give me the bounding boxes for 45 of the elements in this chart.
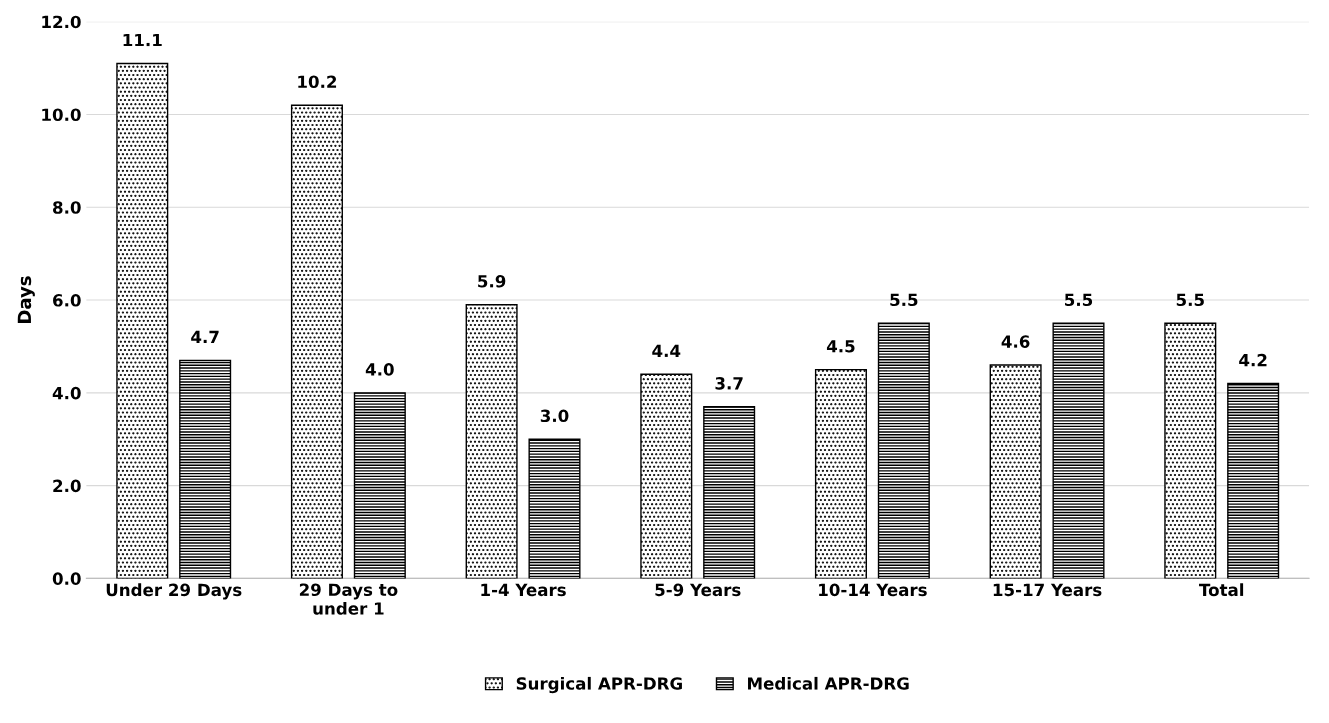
bar [640,373,693,579]
y-tick-label: 6.0 [53,294,81,307]
x-tick-label: 5-9 Years [655,583,741,597]
x-tick-label: 29 Days to under 1 [299,583,398,615]
bar [290,104,343,579]
bar [1164,322,1217,579]
bar [465,303,518,579]
data-label: 5.9 [478,274,506,288]
y-axis-title: Days [17,276,35,323]
data-label: 10.2 [298,75,337,89]
data-label: 3.0 [540,409,569,423]
data-label: 5.5 [1065,293,1093,307]
data-label: 4.4 [652,344,681,357]
y-tick-label: 0.0 [52,572,81,585]
legend-label: Medical APR-DRG [748,676,909,690]
bar [1227,382,1280,579]
bar [116,62,169,579]
data-label: 5.5 [890,293,918,307]
x-tick-label: 15-17 Years [993,583,1102,597]
x-tick-label: 10-14 Years [819,583,927,597]
data-label: 5.5 [1176,293,1204,307]
y-tick-label: 10.0 [42,108,81,122]
legend-label: Surgical APR-DRG [516,676,682,694]
bar [703,406,756,579]
x-tick-label: 1-4 Years [481,583,566,597]
y-tick-label: 8.0 [53,201,81,214]
bar [877,322,930,579]
data-label: 4.7 [191,330,219,343]
data-label: 11.1 [123,33,162,47]
x-tick-label: Under 29 Days [106,583,242,600]
data-label: 4.0 [365,363,394,376]
y-tick-label: 4.0 [52,386,81,400]
x-tick-label: Total [1199,583,1244,597]
y-tick-label: 12.0 [42,15,81,29]
bar [528,438,581,579]
data-label: 4.2 [1239,353,1267,367]
bar [989,364,1042,579]
data-label: 4.5 [826,340,855,353]
bar [353,392,406,579]
y-tick-label: 2.0 [53,479,81,493]
bar [1052,322,1105,579]
bar [814,368,867,579]
data-label: 4.6 [1001,335,1030,348]
data-label: 3.7 [715,377,743,390]
bar [179,359,232,579]
